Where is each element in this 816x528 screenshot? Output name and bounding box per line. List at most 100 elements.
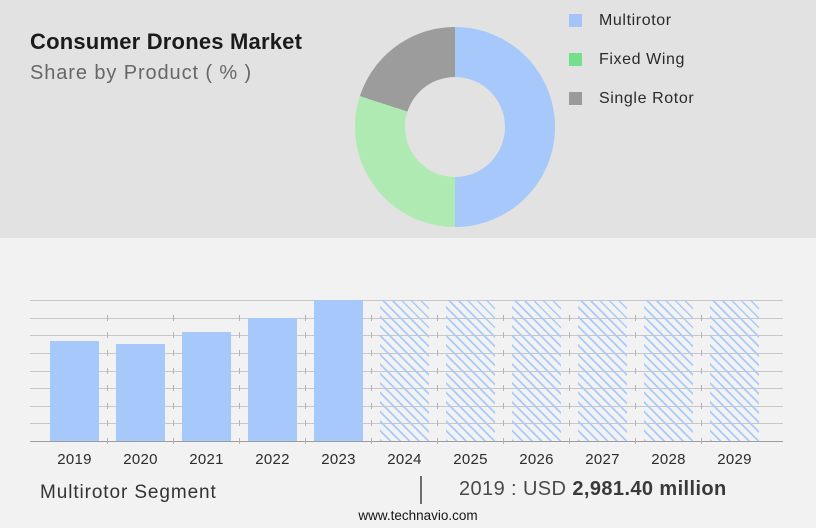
category-boundary-tick bbox=[305, 332, 306, 339]
category-boundary-tick bbox=[305, 314, 306, 321]
category-boundary-tick bbox=[239, 420, 240, 427]
category-boundary-tick bbox=[239, 438, 240, 444]
category-boundary-tick bbox=[107, 402, 108, 409]
category-boundary-tick bbox=[173, 332, 174, 339]
market-value-label: 2019 : USD bbox=[459, 478, 567, 500]
bar-chart-panel: 2019 2020 2021 2022 2023 2024 2025 2026 2027 2028… bbox=[0, 238, 816, 528]
legend-item: Fixed Wing bbox=[569, 51, 694, 68]
bar-plot: 2019 2020 2021 2022 2023 2024 2025 2026 2027 2028… bbox=[30, 300, 783, 468]
market-value: 2019 : USD 2,981.40 million bbox=[459, 478, 727, 501]
x-axis-label: 2026 bbox=[519, 451, 554, 468]
category-boundary-tick bbox=[635, 385, 636, 392]
category-boundary-tick bbox=[569, 438, 570, 444]
bar-2019 bbox=[50, 340, 99, 441]
divider-bar bbox=[420, 476, 422, 504]
category-boundary-tick bbox=[635, 367, 636, 374]
category-boundary-tick bbox=[107, 385, 108, 392]
x-axis-label: 2021 bbox=[189, 451, 224, 468]
category-boundary-tick bbox=[239, 367, 240, 374]
green-square-swatch bbox=[569, 53, 582, 66]
category-boundary-tick bbox=[239, 402, 240, 409]
bar-2022 bbox=[248, 317, 297, 441]
category-boundary-tick bbox=[503, 438, 504, 444]
header-panel: Consumer Drones Market Share by Product … bbox=[0, 0, 816, 238]
category-boundary-tick bbox=[701, 367, 702, 374]
legend-item: Single Rotor bbox=[569, 89, 695, 107]
page-subtitle: Share by Product ( % ) bbox=[30, 62, 253, 84]
category-boundary-tick bbox=[437, 314, 438, 321]
forecast-bar-2028 bbox=[644, 300, 693, 441]
category-boundary-tick bbox=[701, 349, 702, 356]
category-boundary-tick bbox=[635, 349, 636, 356]
forecast-bar-2026 bbox=[512, 300, 561, 441]
category-boundary-tick bbox=[503, 332, 504, 339]
x-axis-label: 2024 bbox=[387, 451, 422, 468]
category-boundary-tick bbox=[701, 438, 702, 444]
category-boundary-tick bbox=[635, 332, 636, 339]
category-boundary-tick bbox=[173, 349, 174, 356]
category-boundary-tick bbox=[371, 367, 372, 374]
x-axis-label: 2023 bbox=[321, 451, 356, 468]
category-boundary-tick bbox=[635, 438, 636, 444]
forecast-bar-2025 bbox=[446, 300, 495, 441]
donut-legend: Multirotor Fixed Wing Single Rotor bbox=[569, 12, 695, 130]
category-boundary-tick bbox=[239, 332, 240, 339]
category-boundary-tick bbox=[107, 438, 108, 444]
category-boundary-tick bbox=[371, 332, 372, 339]
category-boundary-tick bbox=[371, 402, 372, 409]
category-boundary-tick bbox=[239, 385, 240, 392]
category-boundary-tick bbox=[305, 367, 306, 374]
category-boundary-tick bbox=[701, 385, 702, 392]
website-url: www.technavio.com bbox=[358, 508, 478, 523]
x-axis-label: 2029 bbox=[717, 451, 752, 468]
category-boundary-tick bbox=[569, 367, 570, 374]
category-boundary-tick bbox=[107, 332, 108, 339]
category-boundary-tick bbox=[437, 438, 438, 444]
legend-label: Single Rotor bbox=[599, 89, 695, 107]
category-boundary-tick bbox=[371, 438, 372, 444]
category-boundary-tick bbox=[371, 420, 372, 427]
category-boundary-tick bbox=[371, 314, 372, 321]
bar-2020 bbox=[116, 344, 165, 441]
category-boundary-tick bbox=[569, 420, 570, 427]
category-boundary-tick bbox=[503, 420, 504, 427]
x-axis-label: 2020 bbox=[123, 451, 158, 468]
bar-2021 bbox=[182, 331, 231, 441]
category-boundary-tick bbox=[635, 420, 636, 427]
page-title: Consumer Drones Market bbox=[30, 29, 303, 54]
category-boundary-tick bbox=[437, 385, 438, 392]
category-boundary-tick bbox=[107, 420, 108, 427]
category-boundary-tick bbox=[503, 402, 504, 409]
legend-item: Multirotor bbox=[569, 12, 694, 29]
x-axis-label: 2028 bbox=[651, 451, 686, 468]
category-boundary-tick bbox=[371, 385, 372, 392]
category-boundary-tick bbox=[701, 402, 702, 409]
gray-square-swatch bbox=[569, 92, 582, 105]
category-boundary-tick bbox=[701, 420, 702, 427]
category-boundary-tick bbox=[437, 402, 438, 409]
category-boundary-tick bbox=[305, 385, 306, 392]
category-boundary-tick bbox=[107, 349, 108, 356]
category-boundary-tick bbox=[239, 349, 240, 356]
bar-2023 bbox=[314, 300, 363, 441]
forecast-bar-2024 bbox=[380, 300, 429, 441]
category-boundary-tick bbox=[173, 385, 174, 392]
x-axis-label: 2022 bbox=[255, 451, 290, 468]
category-boundary-tick bbox=[635, 314, 636, 321]
category-boundary-tick bbox=[503, 349, 504, 356]
x-axis-label: 2019 bbox=[57, 451, 92, 468]
donut-chart bbox=[355, 27, 555, 227]
x-axis-line bbox=[30, 441, 783, 442]
category-boundary-tick bbox=[437, 367, 438, 374]
category-boundary-tick bbox=[371, 349, 372, 356]
category-boundary-tick bbox=[173, 438, 174, 444]
market-value-amount: 2,981.40 million bbox=[572, 478, 727, 500]
category-boundary-tick bbox=[173, 314, 174, 321]
category-boundary-tick bbox=[437, 332, 438, 339]
forecast-bar-2027 bbox=[578, 300, 627, 441]
x-axis-label: 2025 bbox=[453, 451, 488, 468]
category-boundary-tick bbox=[437, 349, 438, 356]
category-boundary-tick bbox=[173, 420, 174, 427]
x-axis-label: 2027 bbox=[585, 451, 620, 468]
category-boundary-tick bbox=[503, 314, 504, 321]
